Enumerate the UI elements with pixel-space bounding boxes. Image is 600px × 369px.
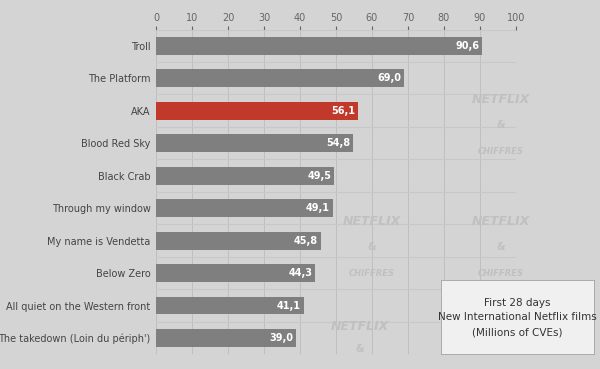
Text: &: & [497,242,505,252]
Text: NETFLIX: NETFLIX [472,215,530,228]
Text: First 28 days
New International Netflix films
(Millions of CVEs): First 28 days New International Netflix … [438,297,597,337]
Text: 49,1: 49,1 [306,203,330,213]
Text: 39,0: 39,0 [269,333,293,343]
Bar [156,102,358,120]
Text: &: & [356,344,364,354]
Text: CHIFFRES: CHIFFRES [349,269,395,277]
Text: 56,1: 56,1 [331,106,355,116]
Text: &: & [368,242,376,252]
Text: 69,0: 69,0 [377,73,401,83]
Text: 44,3: 44,3 [289,268,313,278]
Text: NETFLIX: NETFLIX [343,215,401,228]
Text: NETFLIX: NETFLIX [331,320,389,333]
Text: 49,5: 49,5 [307,170,331,181]
Text: CHIFFRES: CHIFFRES [478,269,524,277]
Bar [156,134,353,152]
Text: 90,6: 90,6 [455,41,479,51]
Bar [156,167,334,184]
Bar [156,69,404,87]
Bar [156,199,333,217]
Text: &: & [497,120,505,131]
Text: CHIFFRES: CHIFFRES [478,147,524,156]
Bar [156,297,304,314]
Text: 41,1: 41,1 [277,300,301,311]
Bar [156,329,296,347]
Text: 45,8: 45,8 [294,235,318,246]
Text: 54,8: 54,8 [326,138,350,148]
Text: NETFLIX: NETFLIX [472,93,530,106]
Bar [156,37,482,55]
Bar [156,232,321,249]
Bar [156,264,316,282]
